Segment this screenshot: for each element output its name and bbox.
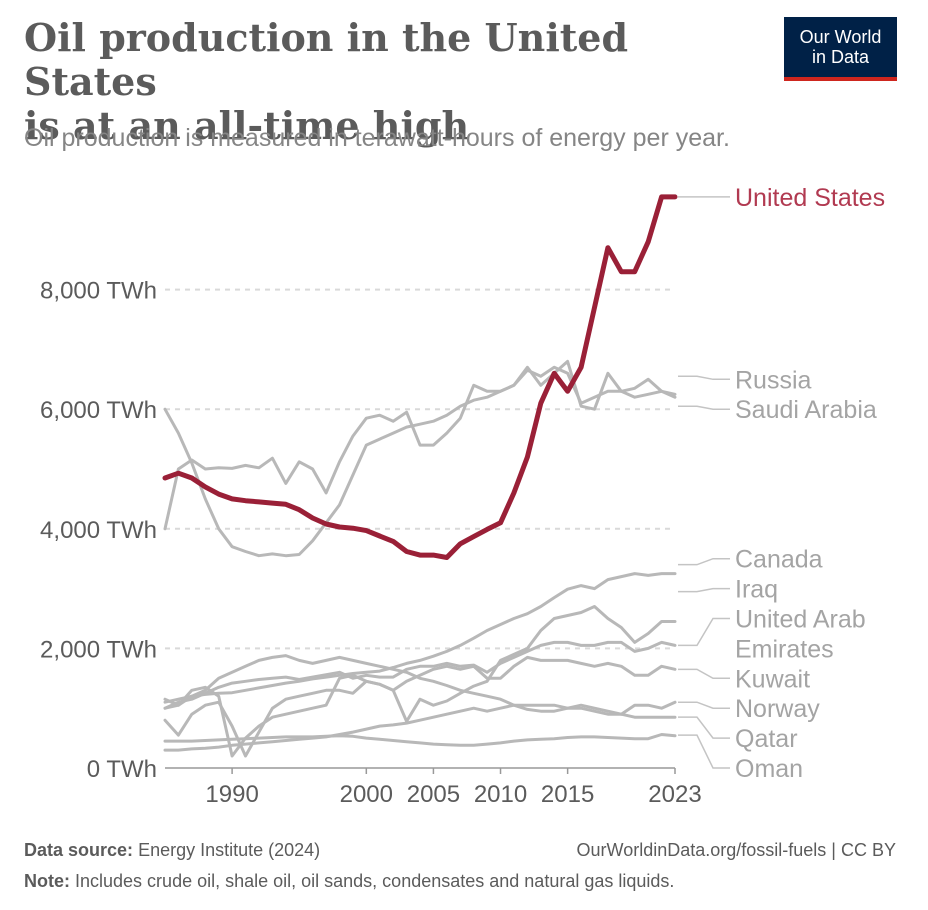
label-connector-canada <box>678 557 730 566</box>
series-label: Kuwait <box>735 665 810 693</box>
source-link[interactable]: OurWorldinData.org/fossil-fuels | CC BY <box>576 840 896 860</box>
label-connector-united-arab-emirates <box>678 617 730 647</box>
chart-title: Oil production in the United States is a… <box>24 16 744 148</box>
series-line-saudi-arabia <box>163 365 677 558</box>
series-label: Saudi Arabia <box>735 396 877 424</box>
data-source: Data source: Energy Institute (2024) <box>24 840 320 861</box>
data-source-label: Data source: <box>24 840 134 860</box>
x-tick-label: 2010 <box>474 781 527 808</box>
chart-subtitle: Oil production is measured in terawatt-h… <box>24 124 730 152</box>
series-line-kuwait <box>163 655 677 758</box>
series-label: Oman <box>735 755 803 783</box>
label-connector-qatar <box>678 716 730 739</box>
logo-line1: Our World <box>799 27 882 47</box>
chart-title-line2: is at an all-time high <box>24 103 470 148</box>
y-tick-label: 8,000 TWh <box>40 278 157 305</box>
series-line-united-states <box>162 194 678 560</box>
series-line-qatar <box>163 703 677 752</box>
x-axis: 1990 2000 2005 2010 2015 2023 <box>165 767 702 808</box>
series-line-russia <box>163 359 677 531</box>
x-tick-label: 2000 <box>340 781 393 808</box>
series-label: Iraq <box>735 576 778 604</box>
series-label: Emirates <box>735 635 834 663</box>
chart-note: Note: Includes crude oil, shale oil, oil… <box>24 871 674 892</box>
label-connector-iraq <box>678 587 730 593</box>
y-axis: 0 TWh 2,000 TWh 4,000 TWh 6,000 TWh 8,000 TW… <box>40 278 157 783</box>
series-label: Canada <box>735 546 823 574</box>
series-label: Qatar <box>735 725 798 753</box>
series-line-norway <box>163 654 677 716</box>
y-tick-label: 2,000 TWh <box>40 636 157 663</box>
y-tick-label: 6,000 TWh <box>40 397 157 424</box>
series-layer <box>162 194 678 758</box>
series-line-iraq <box>163 605 677 758</box>
series-line-united-arab-emirates <box>163 640 677 710</box>
owid-logo[interactable]: Our World in Data <box>784 17 897 81</box>
series-label: Norway <box>735 695 820 723</box>
series-line-oman <box>163 733 677 747</box>
y-tick-label: 4,000 TWh <box>40 517 157 544</box>
series-line-canada <box>163 572 677 704</box>
x-tick-label: 2023 <box>648 781 701 808</box>
line-chart: 0 TWh 2,000 TWh 4,000 TWh 6,000 TWh 8,000 TW… <box>40 184 885 808</box>
logo-line2: in Data <box>811 47 870 67</box>
x-tick-label: 1990 <box>205 781 258 808</box>
series-label: United Arab <box>735 606 866 634</box>
label-connector-saudi-arabia <box>678 405 730 410</box>
chart-title-line1: Oil production in the United States <box>24 15 629 104</box>
series-label: Russia <box>735 366 812 394</box>
grid-layer <box>165 288 675 650</box>
label-connector-norway <box>678 701 730 709</box>
data-source-text: Energy Institute (2024) <box>138 840 321 860</box>
x-tick-label: 2015 <box>541 781 594 808</box>
note-text: Includes crude oil, shale oil, oil sands… <box>75 871 675 891</box>
series-label: United States <box>735 184 885 212</box>
note-label: Note: <box>24 871 70 891</box>
label-connector-kuwait <box>678 668 730 680</box>
y-tick-label: 0 TWh <box>87 756 157 783</box>
label-connector-oman <box>678 734 730 769</box>
x-tick-label: 2005 <box>407 781 460 808</box>
label-connector-russia <box>678 375 730 381</box>
